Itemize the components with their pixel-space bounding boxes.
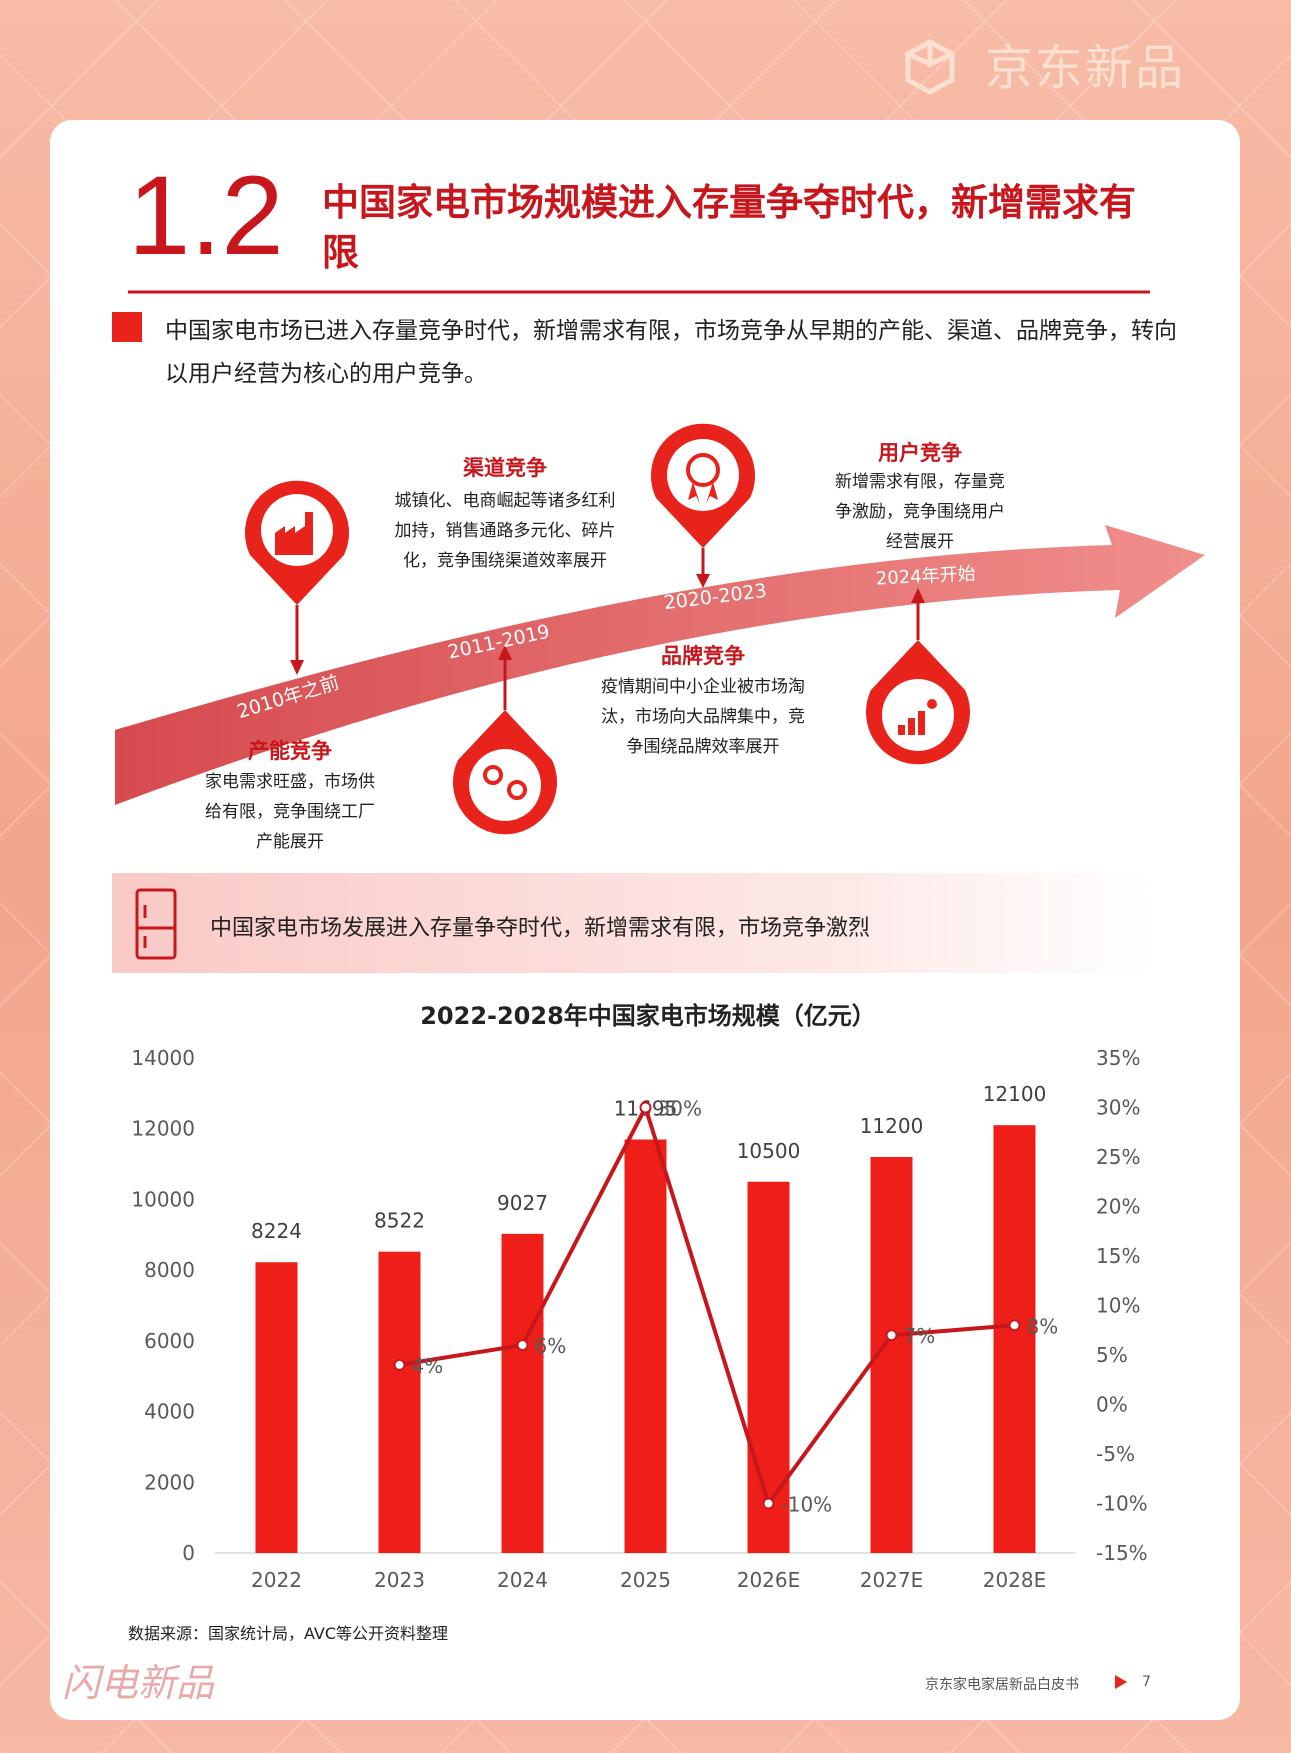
x-tick-label: 2027E	[860, 1568, 924, 1592]
y2-tick-label: -10%	[1096, 1492, 1148, 1516]
stage-title: 品牌竞争	[661, 644, 745, 668]
banner	[112, 873, 1152, 973]
y2-tick-label: 5%	[1096, 1343, 1128, 1367]
y-tick-label: 2000	[144, 1470, 195, 1494]
bar	[624, 1139, 667, 1553]
period-label: 2024年开始	[875, 563, 976, 589]
bar	[378, 1251, 421, 1553]
line-label: 7%	[904, 1324, 936, 1348]
chart: 0 2000 4000 6000 8000 10000 12000 14000 -15% -10%…	[131, 1046, 1147, 1592]
stage-text: 城镇化、电商崛起等诸多红利加持，销售通路多元化、碎片化，竞争围绕渠道效率展开	[394, 491, 616, 571]
y2-tick-label: 35%	[1096, 1046, 1140, 1070]
stage-title: 渠道竞争	[463, 456, 547, 480]
y-tick-label: 10000	[131, 1187, 195, 1211]
y2-tick-label: 30%	[1096, 1096, 1140, 1120]
line-marker	[885, 1329, 898, 1342]
timeline-arrow	[115, 525, 1205, 805]
stage-text: 新增需求有限，存量竞争激励，竞争围绕用户经营展开	[835, 472, 1005, 552]
bar	[501, 1233, 544, 1553]
line-marker	[1008, 1319, 1021, 1332]
footer-arrow	[1115, 1675, 1127, 1689]
line-marker	[516, 1339, 529, 1352]
stage-title: 用户竞争	[878, 441, 962, 465]
bar	[747, 1181, 790, 1553]
line-label: -10%	[781, 1493, 833, 1517]
bar-label: 11200	[860, 1114, 924, 1138]
bar	[255, 1262, 298, 1553]
brand-icon	[905, 39, 955, 95]
x-tick-label: 2028E	[983, 1568, 1047, 1592]
line-label: 6%	[535, 1334, 567, 1358]
banner-text: 中国家电市场发展进入存量争夺时代，新增需求有限，市场竞争激烈	[210, 916, 871, 941]
y2-tick-label: 0%	[1096, 1393, 1128, 1417]
line-label: 30%	[658, 1097, 702, 1121]
section-number: 1.2	[128, 153, 284, 278]
chart-title: 2022-2028年中国家电市场规模（亿元）	[420, 1002, 876, 1030]
y2-tick-label: -5%	[1096, 1442, 1135, 1466]
pin	[651, 423, 755, 588]
y2-tick-label: -15%	[1096, 1541, 1148, 1565]
x-tick-label: 2025	[620, 1568, 671, 1592]
intro: 中国家电市场已进入存量竞争时代，新增需求有限，市场竞争从早期的产能、渠道、品牌竞…	[165, 318, 1177, 387]
pin	[453, 645, 557, 835]
fridge-icon	[135, 888, 177, 960]
brand: 京东新品	[985, 40, 1186, 96]
y-tick-label: 12000	[131, 1117, 195, 1141]
footer-doc: 京东家电家居新品白皮书	[925, 1677, 1079, 1693]
footer-logo: 闪电新品	[62, 1661, 215, 1705]
pin	[245, 480, 350, 675]
section-title: 中国家电市场规模进入存量争夺时代，新增需求有限	[322, 181, 1136, 274]
bullet	[112, 312, 142, 342]
stage-text: 疫情期间中小企业被市场淘汰，市场向大品牌集中，竞争围绕品牌效率展开	[601, 677, 805, 757]
x-tick-label: 2022	[251, 1568, 302, 1592]
stage-title: 产能竞争	[248, 739, 332, 763]
y-tick-label: 4000	[144, 1400, 195, 1424]
bar-label: 9027	[497, 1191, 548, 1215]
line-label: 8%	[1027, 1314, 1059, 1338]
bar-label: 8522	[374, 1209, 425, 1233]
line	[399, 1102, 1015, 1508]
line-marker	[762, 1497, 775, 1510]
line-label: 4%	[412, 1354, 444, 1378]
line-marker	[393, 1358, 406, 1371]
x-tick-label: 2023	[374, 1568, 425, 1592]
y2-tick-label: 10%	[1096, 1294, 1140, 1318]
bar-label: 10500	[737, 1139, 801, 1163]
x-tick-label: 2026E	[737, 1568, 801, 1592]
page-number: 7	[1142, 1674, 1151, 1690]
bar	[993, 1125, 1036, 1553]
stage-text: 家电需求旺盛，市场供给有限，竞争围绕工厂产能展开	[205, 772, 375, 852]
source: 数据来源：国家统计局，AVC等公开资料整理	[128, 1624, 449, 1643]
x-tick-label: 2024	[497, 1568, 548, 1592]
y2-tick-label: 20%	[1096, 1195, 1140, 1219]
y-tick-label: 0	[182, 1541, 195, 1565]
y-tick-label: 6000	[144, 1329, 195, 1353]
y2-tick-label: 15%	[1096, 1244, 1140, 1268]
y2-tick-label: 25%	[1096, 1145, 1140, 1169]
y-tick-label: 14000	[131, 1046, 195, 1070]
pin	[866, 588, 970, 765]
bar-label: 12100	[983, 1082, 1047, 1106]
line-marker	[639, 1101, 652, 1114]
bar-label: 8224	[251, 1219, 302, 1243]
y-tick-label: 8000	[144, 1258, 195, 1282]
